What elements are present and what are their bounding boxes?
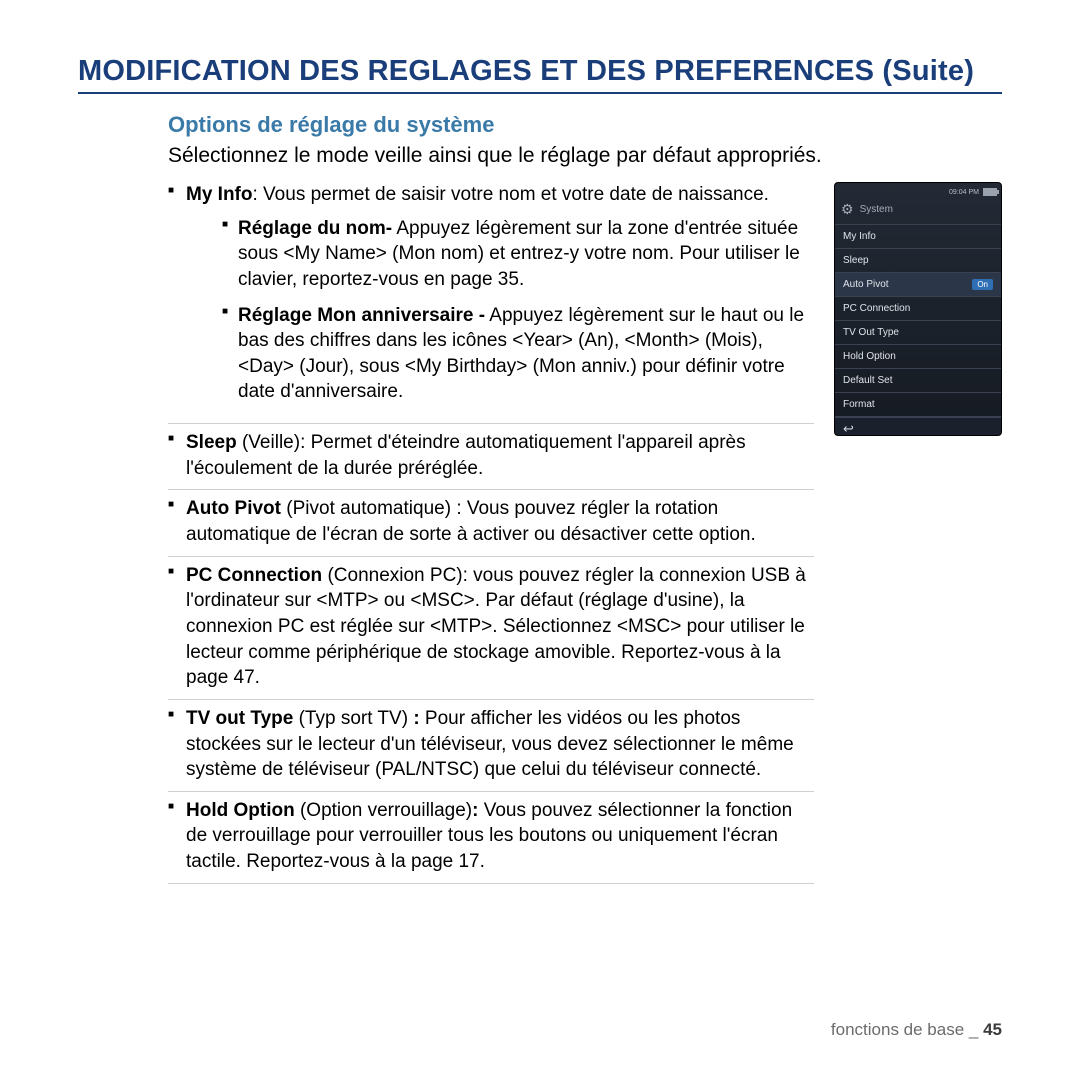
- list-item-myinfo: My Info: Vous permet de saisir votre nom…: [168, 182, 814, 424]
- device-menu-item[interactable]: Format: [835, 393, 1001, 417]
- battery-icon: [983, 188, 997, 196]
- back-icon[interactable]: ↩: [843, 421, 854, 436]
- on-badge: On: [972, 279, 993, 290]
- label: Hold Option: [186, 800, 295, 821]
- gear-icon: ⚙: [841, 201, 854, 218]
- device-time: 09:04 PM: [949, 189, 979, 196]
- label: Réglage du nom-: [238, 218, 392, 239]
- device-menu-label: Format: [843, 399, 875, 410]
- paren: (Typ sort TV): [293, 708, 413, 729]
- device-menu-label: Auto Pivot: [843, 279, 889, 290]
- label: TV out Type: [186, 708, 293, 729]
- list-item-tvout: TV out Type (Typ sort TV) : Pour affiche…: [168, 706, 814, 792]
- device-menu-item[interactable]: Hold Option: [835, 345, 1001, 369]
- footer-label: fonctions de base _: [831, 1020, 983, 1039]
- device-menu-label: PC Connection: [843, 303, 910, 314]
- text: : Vous permet de saisir votre nom et vot…: [253, 184, 769, 205]
- page-footer: fonctions de base _ 45: [831, 1020, 1002, 1040]
- page-number: 45: [983, 1020, 1002, 1039]
- device-menu-label: Default Set: [843, 375, 892, 386]
- device-menu-item[interactable]: Auto Pivot On: [835, 273, 1001, 297]
- device-menu-item[interactable]: PC Connection: [835, 297, 1001, 321]
- device-header-title: System: [860, 204, 893, 215]
- device-menu-item[interactable]: My Info: [835, 225, 1001, 249]
- device-mock: 09:04 PM ⚙ System My Info Sleep Auto Pivot…: [834, 182, 1002, 436]
- list-item-pcconn: PC Connection (Connexion PC): vous pouve…: [168, 563, 814, 700]
- list-item-autopivot: Auto Pivot (Pivot automatique) : Vous po…: [168, 496, 814, 556]
- device-menu-item[interactable]: TV Out Type: [835, 321, 1001, 345]
- label: PC Connection: [186, 565, 322, 586]
- device-status-bar: 09:04 PM: [835, 183, 1001, 199]
- device-menu-label: My Info: [843, 231, 876, 242]
- page-title: MODIFICATION DES REGLAGES ET DES PREFERE…: [78, 55, 1002, 94]
- paren: (Veille): [237, 432, 300, 453]
- device-menu-item[interactable]: Sleep: [835, 249, 1001, 273]
- paren: (Pivot automatique): [281, 498, 456, 519]
- device-menu-label: Sleep: [843, 255, 869, 266]
- section-intro: Sélectionnez le mode veille ainsi que le…: [168, 144, 1002, 168]
- device-header: ⚙ System: [835, 199, 1001, 225]
- list-item-hold: Hold Option (Option verrouillage): Vous …: [168, 798, 814, 884]
- list-item-sleep: Sleep (Veille): Permet d'éteindre automa…: [168, 430, 814, 490]
- label: My Info: [186, 184, 253, 205]
- section-title: Options de réglage du système: [168, 112, 1002, 138]
- list-item-reglage-nom: Réglage du nom- Appuyez légèrement sur l…: [222, 216, 814, 293]
- label: Auto Pivot: [186, 498, 281, 519]
- paren: (Option verrouillage): [295, 800, 472, 821]
- paren: (Connexion PC): [322, 565, 462, 586]
- label: Sleep: [186, 432, 237, 453]
- device-menu-label: TV Out Type: [843, 327, 899, 338]
- label: Réglage Mon anniversaire -: [238, 305, 485, 326]
- device-menu-item[interactable]: Default Set: [835, 369, 1001, 393]
- device-footer[interactable]: ↩: [835, 417, 1001, 436]
- list-item-reglage-anniv: Réglage Mon anniversaire - Appuyez légèr…: [222, 303, 814, 406]
- device-menu-label: Hold Option: [843, 351, 896, 362]
